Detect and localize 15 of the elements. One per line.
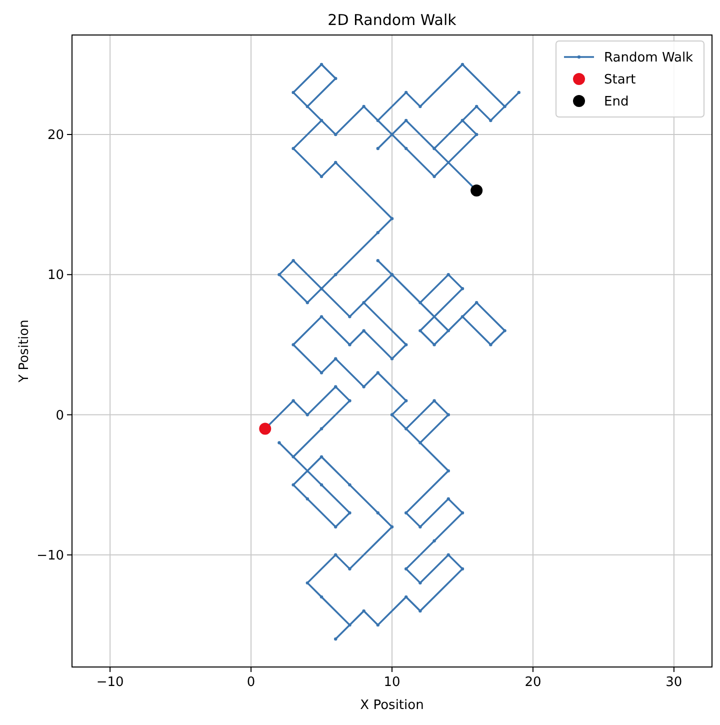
y-axis-title: Y Position: [17, 320, 32, 384]
y-tick-label: 0: [56, 408, 64, 424]
y-tick-label: 10: [47, 268, 64, 284]
legend-label: Random Walk: [604, 50, 694, 66]
x-tick-label: 0: [246, 675, 256, 690]
y-tick-label: 20: [47, 128, 64, 143]
x-axis-title: X Position: [360, 698, 424, 713]
legend-label: End: [604, 94, 629, 110]
x-tick-label: 20: [524, 675, 542, 690]
x-tick-label: −10: [96, 675, 124, 690]
chart-title: 2D Random Walk: [328, 11, 457, 29]
x-tick-label: 30: [666, 675, 682, 690]
x-tick-label: 10: [384, 675, 400, 690]
legend-label: Start: [604, 72, 636, 88]
y-tick-label: −10: [36, 548, 64, 564]
